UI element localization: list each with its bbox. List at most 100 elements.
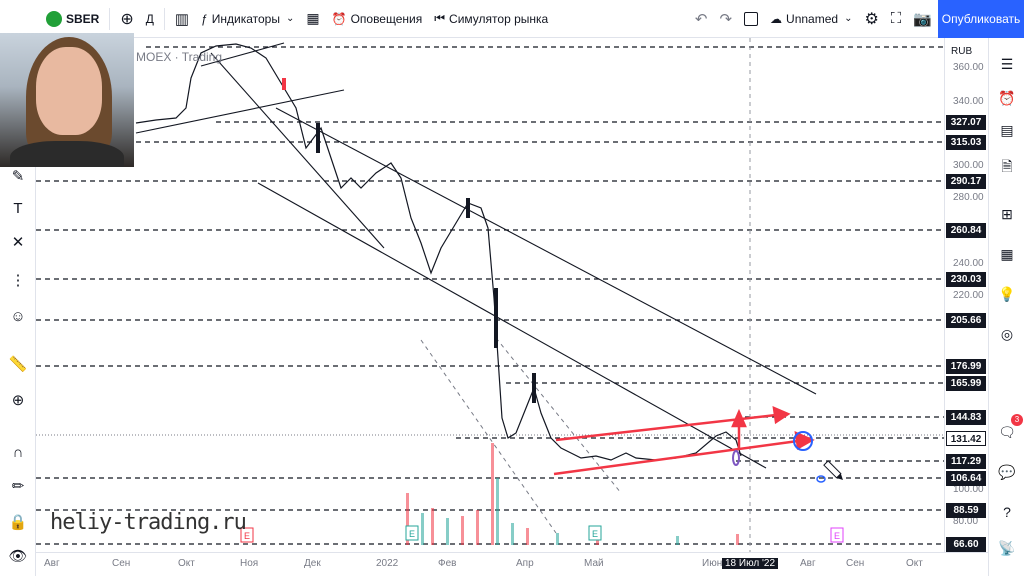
webcam-face: [36, 47, 102, 135]
layout-name-button[interactable]: ☁ Unnamed ⌄: [764, 0, 858, 38]
time-tick: Апр: [516, 558, 534, 569]
time-tick: Окт: [906, 558, 923, 569]
lock-icon[interactable]: 🔒: [8, 514, 28, 531]
divider: [109, 7, 111, 30]
undo-icon: ↶: [694, 10, 708, 28]
alerts-clock-icon[interactable]: ⏰: [998, 90, 1016, 106]
gear-icon: ⚙: [864, 10, 879, 28]
snapshot-button[interactable]: 📷: [907, 0, 938, 38]
alerts-button[interactable]: ⏰ Оповещения: [326, 0, 429, 38]
layouts-button[interactable]: ▦: [300, 0, 325, 38]
price-level-tag: 117.29: [946, 454, 986, 469]
currency-label[interactable]: RUB: [951, 46, 973, 57]
replay-icon: ⏮: [434, 11, 446, 25]
settings-button[interactable]: ⚙: [858, 0, 884, 38]
price-tick: 240.00: [953, 258, 984, 269]
horizontal-levels: [36, 46, 944, 545]
svg-text:E: E: [409, 529, 415, 539]
chevron-down-icon: ⌄: [285, 13, 295, 24]
fullscreen-icon: ⛶: [890, 10, 902, 27]
undo-button[interactable]: ↶: [689, 0, 714, 38]
layout-checkbox[interactable]: [738, 0, 764, 38]
event-markers: E E E E: [240, 525, 844, 543]
calendar-icon[interactable]: ▦: [1000, 246, 1014, 262]
time-tick: Фев: [438, 558, 457, 569]
alarm-clock-icon: ⏰: [331, 11, 347, 26]
text-tool-icon[interactable]: T: [13, 200, 23, 217]
chat-icon[interactable]: 💬: [998, 464, 1016, 480]
trend-lines: [135, 42, 817, 469]
time-tick: Дек: [304, 558, 321, 569]
dashed-trend-lines: [420, 337, 622, 534]
add-symbol-button[interactable]: ⊕: [114, 0, 139, 38]
magnet-icon[interactable]: ∩: [12, 444, 24, 461]
indicators-button[interactable]: ƒ Индикаторы ⌄: [195, 0, 300, 38]
volume-bars: [406, 443, 739, 545]
time-tick: Июн: [702, 558, 723, 569]
replay-button[interactable]: ⏮ Симулятор рынка: [428, 0, 554, 38]
price-level-tag: 327.07: [946, 115, 986, 130]
candles-type-button[interactable]: ▥: [169, 0, 195, 38]
price-tick: 360.00: [953, 62, 984, 73]
price-chart[interactable]: E E E E: [36, 38, 944, 552]
time-tick: Авг: [44, 558, 60, 569]
screener-icon[interactable]: ◎: [1000, 326, 1014, 342]
price-level-tag: 315.03: [946, 135, 986, 150]
interval-label: Д: [145, 11, 154, 26]
ruler-tool-icon[interactable]: 📏: [8, 356, 28, 373]
time-tick: 18 Июл '22: [722, 558, 779, 569]
data-window-icon[interactable]: ▤: [1000, 122, 1014, 138]
lock-drawing-icon[interactable]: ✏: [11, 478, 25, 495]
price-tick: 80.00: [953, 516, 979, 527]
ideas-icon[interactable]: 💡: [998, 286, 1016, 302]
price-level-tag: 131.42: [946, 431, 986, 446]
redo-icon: ↷: [719, 10, 733, 28]
camera-icon: 📷: [913, 10, 932, 28]
svg-text:E: E: [244, 531, 250, 541]
redo-button[interactable]: ↷: [713, 0, 738, 38]
news-icon[interactable]: 🗎: [1001, 158, 1013, 174]
price-tick: 280.00: [953, 192, 984, 203]
cloud-icon: ☁: [770, 11, 783, 26]
prediction-tool-icon[interactable]: ⋮: [10, 272, 26, 289]
drawing-toolbar: ✎ T ✕ ⋮ ☺ 📏 ⊕ ∩ ✏ 🔒 👁: [0, 167, 36, 576]
price-level-tag: 88.59: [946, 503, 986, 518]
time-tick: Сен: [112, 558, 131, 569]
sber-logo-icon: [46, 10, 62, 27]
price-level-tag: 290.17: [946, 174, 986, 189]
fullscreen-button[interactable]: ⛶: [885, 0, 908, 38]
time-tick: Сен: [846, 558, 865, 569]
price-tick: 340.00: [953, 96, 984, 107]
right-sidebar: ☰ ⏰ ▤ 🗎 ⊞ ▦ 💡 ◎ 🗨 3 💬 ? 📡: [988, 38, 1024, 576]
alerts-label: Оповещения: [350, 11, 423, 26]
webcam-overlay: [0, 33, 134, 167]
emoji-tool-icon[interactable]: ☺: [10, 308, 26, 325]
time-tick: Авг: [800, 558, 816, 569]
price-series: [135, 43, 742, 461]
price-level-tag: 106.64: [946, 471, 986, 486]
indicators-label: Индикаторы: [211, 11, 280, 26]
object-tree-icon[interactable]: ⊞: [1001, 206, 1013, 222]
time-tick: 2022: [376, 558, 399, 569]
interval-button[interactable]: Д: [140, 0, 160, 38]
symbol-search[interactable]: SBER: [40, 0, 105, 38]
pencil-cursor-icon: [823, 460, 843, 480]
grid-icon: ▦: [306, 10, 320, 26]
time-tick: Май: [584, 558, 604, 569]
eye-icon[interactable]: 👁: [8, 548, 28, 565]
simulator-label: Симулятор рынка: [449, 11, 549, 26]
pattern-tool-icon[interactable]: ✕: [11, 234, 25, 251]
time-scale[interactable]: Авг Сен Окт Ноя Дек 2022 Фев Апр Май Июн 18 Июл '2…: [36, 552, 988, 576]
publish-button[interactable]: Опубликовать: [938, 0, 1024, 38]
broadcast-icon[interactable]: 📡: [998, 540, 1016, 556]
blue-small-marker: [816, 475, 826, 483]
zoom-in-icon[interactable]: ⊕: [11, 392, 25, 409]
help-icon[interactable]: ?: [1003, 504, 1011, 520]
candles-icon: ▥: [174, 10, 190, 28]
notifications-icon[interactable]: 🗨: [998, 424, 1016, 440]
brush-tool-icon[interactable]: ✎: [11, 168, 25, 185]
blue-circle-marker: [793, 431, 813, 451]
square-icon: [744, 11, 759, 26]
watchlist-icon[interactable]: ☰: [1000, 56, 1014, 72]
price-level-tag: 260.84: [946, 223, 986, 238]
